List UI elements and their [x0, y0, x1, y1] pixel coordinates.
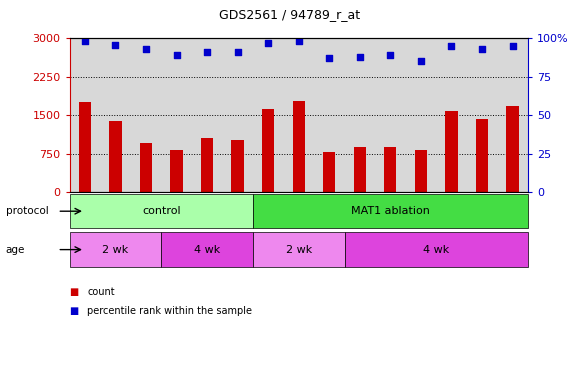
Text: age: age — [6, 245, 25, 255]
Bar — [253, 232, 345, 267]
Point — [477, 46, 487, 52]
Bar — [354, 147, 366, 192]
Point — [508, 43, 517, 49]
Text: MAT1 ablation: MAT1 ablation — [351, 206, 430, 216]
Point — [263, 40, 273, 46]
Bar — [323, 152, 335, 192]
Bar — [445, 111, 458, 192]
Bar — [161, 232, 253, 267]
Point — [416, 58, 426, 65]
Point — [80, 38, 89, 45]
Text: 2 wk: 2 wk — [102, 245, 129, 255]
Bar — [253, 194, 528, 228]
Point — [202, 49, 212, 55]
Bar — [201, 138, 213, 192]
Text: 4 wk: 4 wk — [423, 245, 450, 255]
Bar — [415, 150, 427, 192]
Bar — [171, 150, 183, 192]
Bar — [231, 140, 244, 192]
Text: ■: ■ — [70, 287, 82, 297]
Bar — [292, 101, 305, 192]
Bar — [79, 103, 91, 192]
Bar — [384, 147, 397, 192]
Point — [447, 43, 456, 49]
Bar — [140, 143, 152, 192]
Text: percentile rank within the sample: percentile rank within the sample — [87, 306, 252, 316]
Point — [142, 46, 151, 52]
Text: ■: ■ — [70, 306, 82, 316]
Bar — [109, 121, 122, 192]
Bar — [506, 106, 519, 192]
Point — [172, 52, 181, 58]
Text: 2 wk: 2 wk — [285, 245, 312, 255]
Text: GDS2561 / 94789_r_at: GDS2561 / 94789_r_at — [219, 8, 361, 21]
Bar — [476, 119, 488, 192]
Text: protocol: protocol — [6, 206, 49, 216]
Point — [294, 38, 303, 45]
Point — [325, 55, 334, 61]
Text: control: control — [142, 206, 180, 216]
Bar — [345, 232, 528, 267]
Bar — [70, 232, 161, 267]
Point — [111, 41, 120, 48]
Point — [386, 52, 395, 58]
Text: count: count — [87, 287, 115, 297]
Point — [233, 49, 242, 55]
Bar — [70, 194, 253, 228]
Bar — [262, 109, 274, 192]
Point — [355, 54, 364, 60]
Text: 4 wk: 4 wk — [194, 245, 220, 255]
